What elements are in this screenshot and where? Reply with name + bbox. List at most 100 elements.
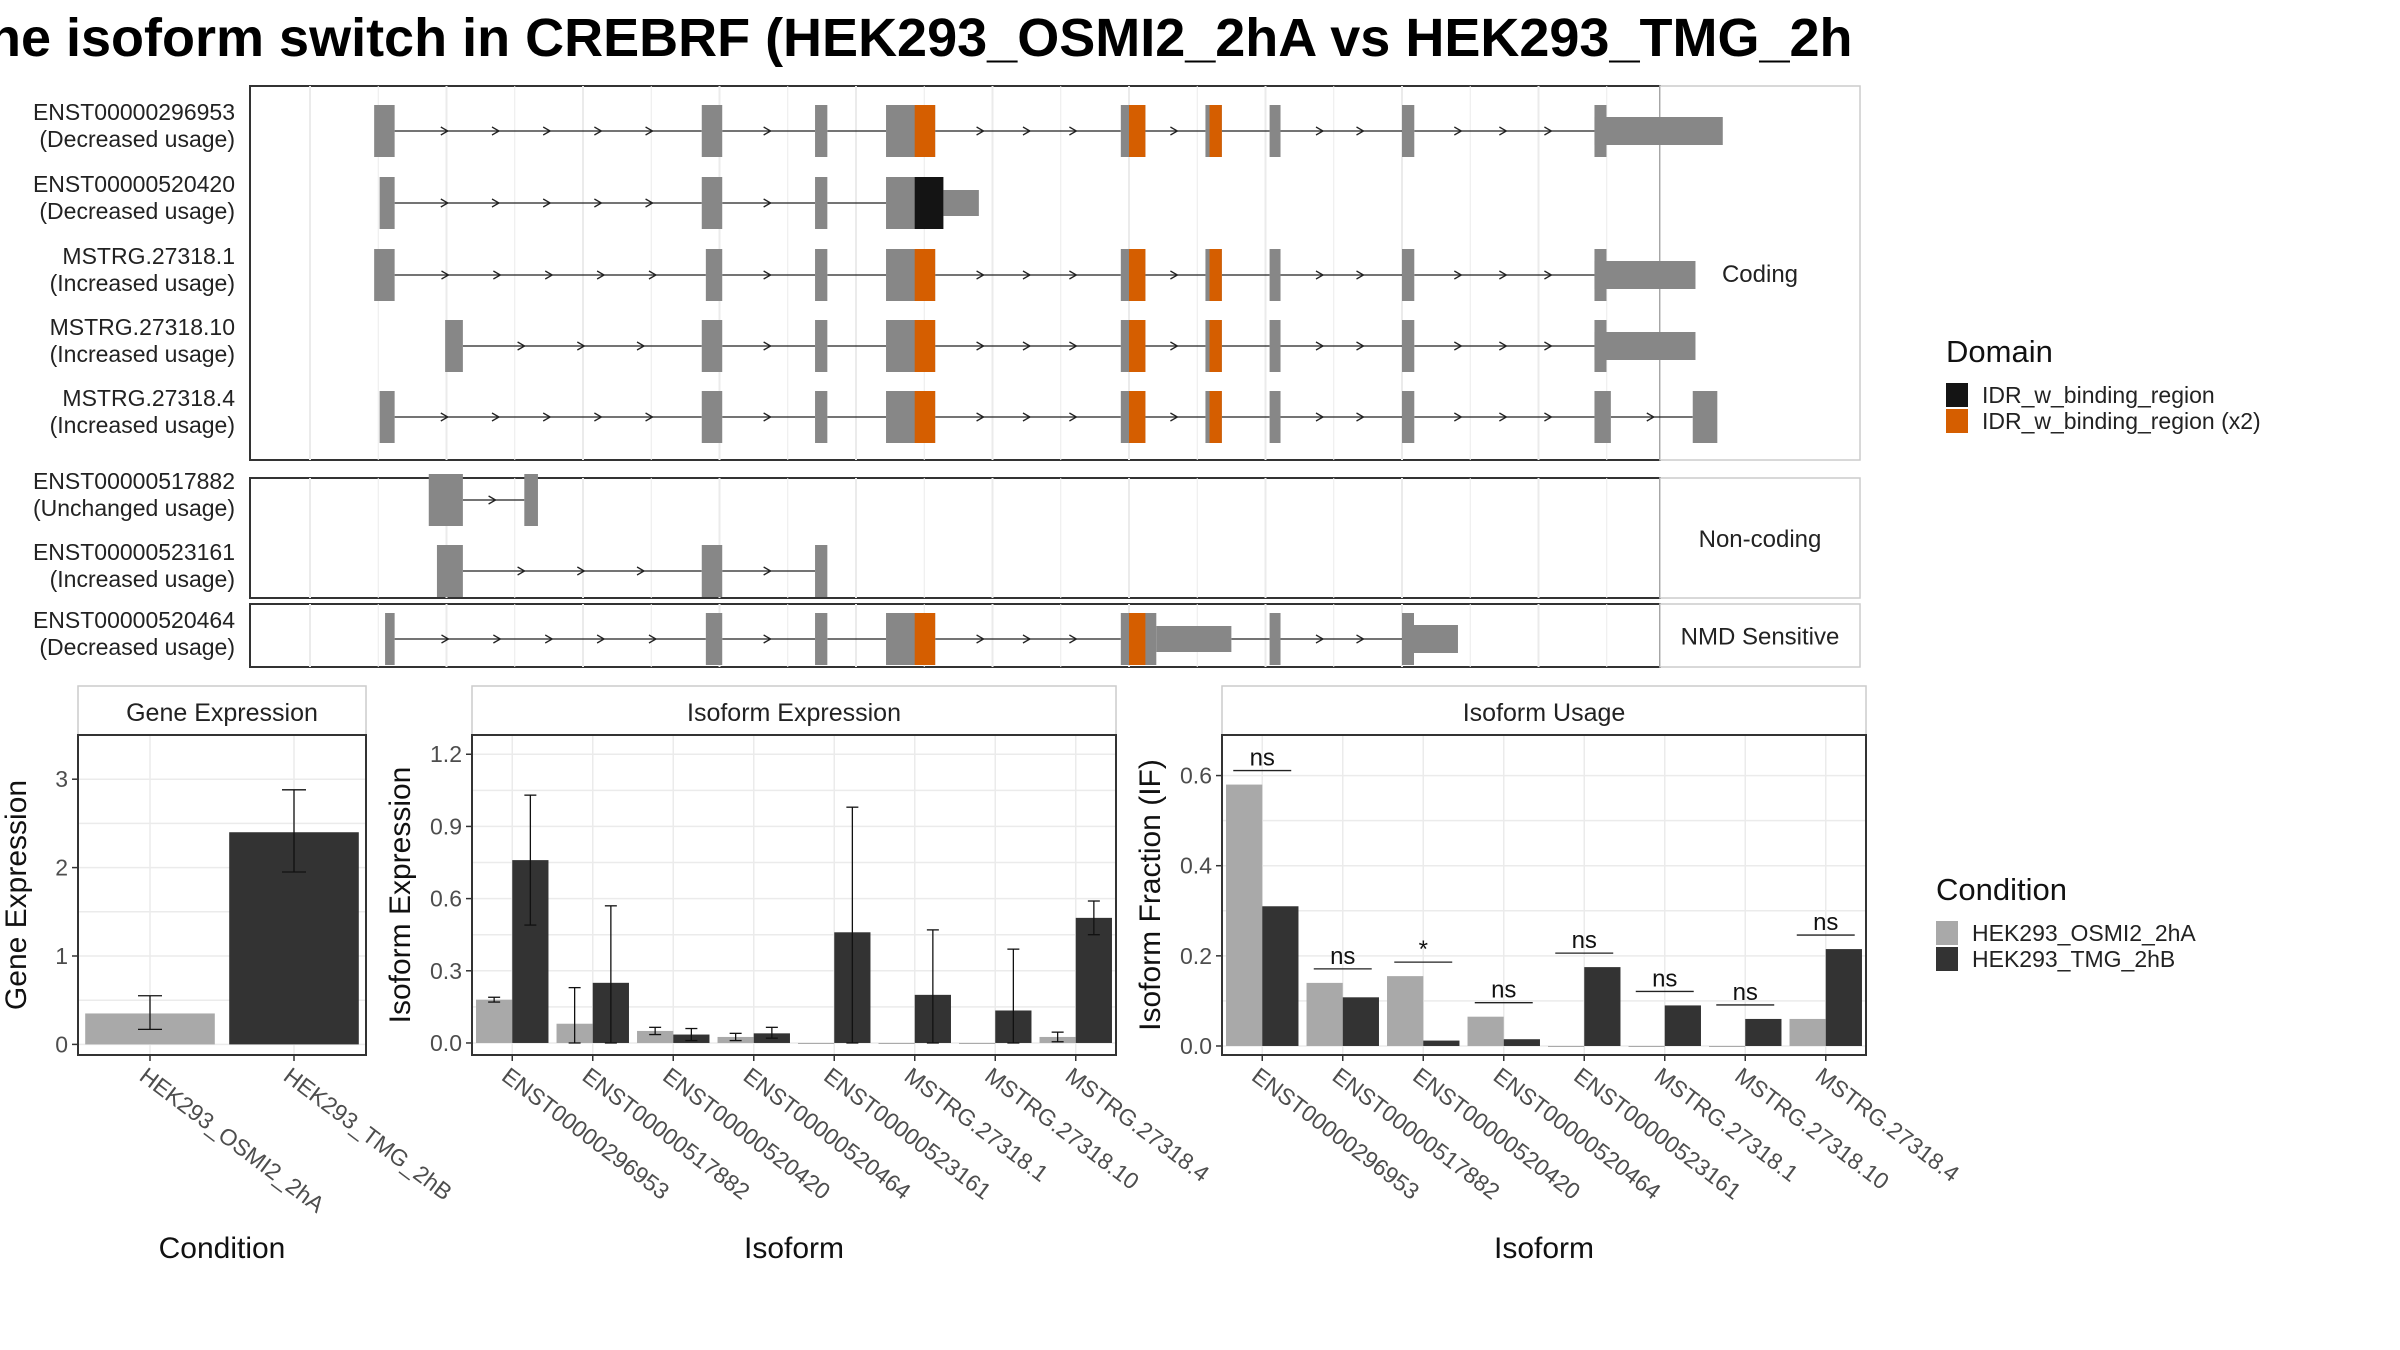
significance-label: ns <box>1250 745 1275 772</box>
intron-arrow <box>542 198 552 208</box>
bar <box>637 1030 674 1043</box>
exon-utr <box>1594 332 1696 360</box>
intron-arrow <box>441 634 450 644</box>
exon-utr <box>1156 626 1232 652</box>
y-tick-label: 0 <box>55 1031 68 1057</box>
significance-label: ns <box>1652 965 1677 992</box>
exon <box>1269 320 1281 372</box>
condition-legend-key <box>1936 947 1958 971</box>
intron-arrow <box>645 412 654 422</box>
protein-domain <box>914 613 936 665</box>
intron-arrow <box>1356 270 1365 280</box>
protein-domain <box>914 177 944 229</box>
intron-arrow <box>1022 412 1032 422</box>
intron-arrow <box>763 341 772 351</box>
intron-arrow <box>493 270 502 280</box>
intron-arrow <box>1356 412 1365 422</box>
intron-arrow <box>645 198 654 208</box>
significance-label: ns <box>1491 977 1516 1004</box>
exon <box>1269 391 1281 443</box>
transcript-usage: (Decreased usage) <box>39 198 235 224</box>
exon-utr <box>1594 117 1723 145</box>
intron-arrow <box>1544 341 1553 351</box>
intron-arrow <box>976 412 985 422</box>
legends: Domain IDR_w_binding_regionIDR_w_binding_… <box>1936 334 2261 972</box>
transcript-id: ENST00000523161 <box>33 539 235 565</box>
condition-legend-key <box>1936 921 1958 945</box>
intron-arrow <box>763 126 772 136</box>
transcript-id: ENST00000520464 <box>33 607 235 633</box>
intron-arrow <box>1022 634 1032 644</box>
exon <box>701 177 723 229</box>
structure-group-strip <box>1659 603 1861 668</box>
y-tick-label: 1 <box>55 943 68 969</box>
exon <box>1402 391 1415 443</box>
transcript-row: ENST00000520464(Decreased usage) <box>33 607 1458 665</box>
intron-arrow <box>440 126 450 136</box>
intron-arrow <box>1356 634 1365 644</box>
intron-arrow <box>1646 412 1656 422</box>
intron-arrow <box>1170 412 1179 422</box>
intron-arrow <box>1315 270 1325 280</box>
figure-title: he isoform switch in CREBRF (HEK293_OSMI… <box>0 8 1853 68</box>
significance-label: ns <box>1733 979 1758 1006</box>
panel-title: Isoform Expression <box>687 699 901 727</box>
intron-arrow <box>1069 341 1078 351</box>
exon <box>1269 613 1281 665</box>
exon <box>705 249 723 301</box>
intron-arrow <box>1315 634 1325 644</box>
domain-legend-title: Domain <box>1946 334 2053 369</box>
exon <box>1402 320 1415 372</box>
significance-label: ns <box>1813 909 1838 936</box>
intron-arrow <box>645 126 654 136</box>
panel-frame <box>1221 734 1867 1056</box>
intron-arrow <box>763 634 772 644</box>
exon-utr <box>943 190 979 216</box>
domain-legend-key <box>1946 383 1968 407</box>
intron-arrow <box>1454 341 1463 351</box>
intron-arrow <box>440 198 450 208</box>
bar <box>1503 1039 1540 1046</box>
intron-arrow <box>648 634 658 644</box>
bar <box>1628 1045 1665 1047</box>
y-tick-label: 0.0 <box>1180 1033 1212 1059</box>
intron-arrow <box>594 126 603 136</box>
protein-domain <box>1129 391 1146 443</box>
intron-arrow <box>1069 634 1078 644</box>
intron-arrow <box>491 198 501 208</box>
exon-utr <box>1594 261 1696 289</box>
panel-background <box>472 735 1116 1055</box>
exon <box>436 545 463 597</box>
bar <box>1548 1045 1585 1047</box>
intron-arrow <box>976 634 985 644</box>
y-tick-label: 0.0 <box>430 1030 462 1056</box>
structure-group-strip <box>1659 477 1861 599</box>
bar <box>1825 949 1862 1046</box>
exon <box>1402 105 1415 157</box>
protein-domain <box>1209 105 1222 157</box>
protein-domain <box>1129 249 1146 301</box>
intron-arrow <box>976 341 985 351</box>
intron-arrow <box>648 270 658 280</box>
intron-arrow <box>1022 270 1032 280</box>
intron-arrow <box>1544 412 1553 422</box>
bar <box>1584 967 1621 1046</box>
y-tick-label: 0.9 <box>430 813 462 839</box>
bar <box>1789 1018 1826 1046</box>
exon <box>701 105 723 157</box>
y-tick-label: 0.4 <box>1180 853 1212 879</box>
intron-arrow <box>1499 341 1508 351</box>
transcript-id: MSTRG.27318.10 <box>50 314 235 340</box>
protein-domain <box>914 249 936 301</box>
domain-legend: Domain IDR_w_binding_regionIDR_w_binding_… <box>1946 334 2261 434</box>
bar <box>1342 997 1379 1046</box>
intron-arrow <box>636 566 646 576</box>
transcript-usage: (Decreased usage) <box>39 126 235 152</box>
intron-arrow <box>542 412 552 422</box>
intron-arrow <box>1315 341 1325 351</box>
exon <box>524 474 538 526</box>
y-tick-label: 1.2 <box>430 741 462 767</box>
